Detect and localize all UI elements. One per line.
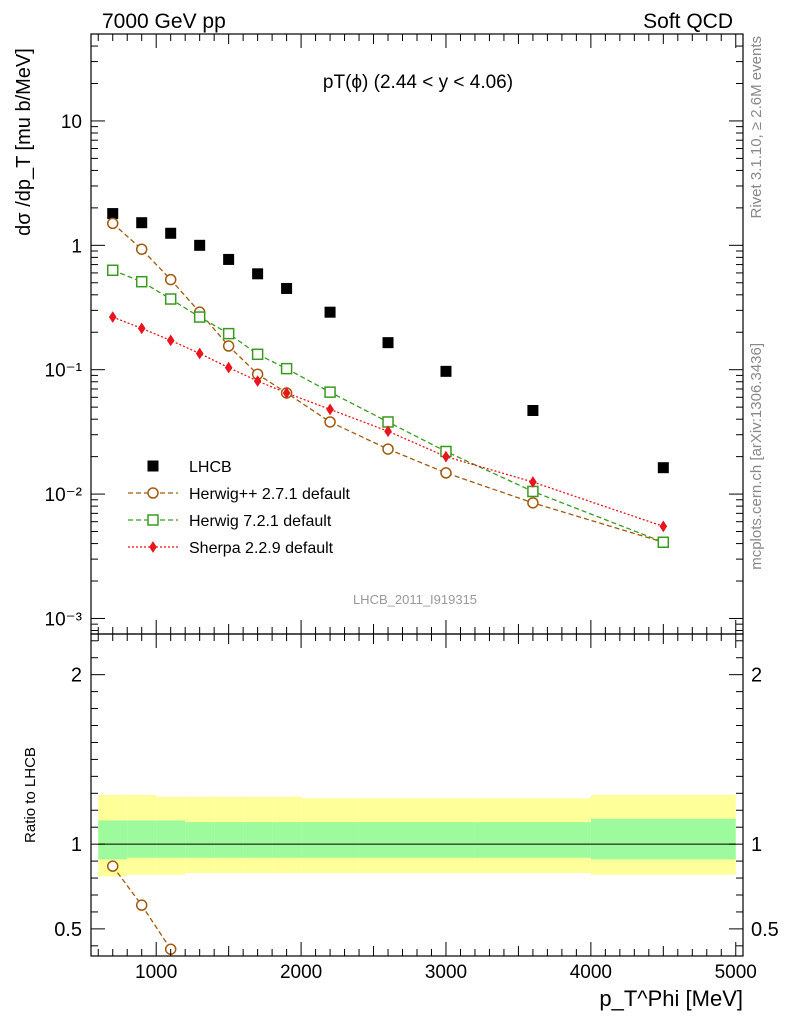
series-0-point [657,462,669,474]
legend-label: Herwig 7.2.1 default [189,513,332,530]
legend-marker [149,541,157,553]
series-2-point [527,485,539,498]
ratio-inner-band [359,822,417,858]
x-tick-label: 1000 [135,962,177,983]
series-3-point [166,334,175,347]
series-3-point [108,311,117,323]
ratio-inner-band [214,822,244,858]
series-0-point [136,217,148,229]
ratio-y-tick-label-right: 2 [751,665,762,687]
x-tick-label: 5000 [715,962,757,983]
ratio-series-0-point [135,899,148,911]
legend-marker [147,487,159,499]
series-0-point [165,227,177,239]
series-0-point [194,239,206,251]
ratio-y-tick-label-right: 0.5 [751,919,779,941]
series-0-point [281,282,293,294]
main-y-tick-label: 10⁻¹ [45,361,83,382]
series-1-point [324,416,336,428]
series-2-point [280,362,293,375]
main-y-axis-label: dσ /dp_T [mu b/MeV] [13,48,35,236]
series-2-point [222,327,235,340]
series-2-point [193,311,206,323]
x-tick-label: 2000 [280,962,322,983]
series-3-point [137,322,146,335]
series-3-point [253,375,262,387]
series-3-point [195,347,204,360]
ratio-y-tick-label-right: 1 [751,834,762,856]
ratio-panel: 0.5 0.5 1 1 2 2 1000 2000 3000 4000 5000 Ratio to … [22,633,779,1011]
main-y-tick-label: 10 [61,112,82,133]
ratio-inner-band [98,820,128,860]
legend-label: Sherpa 2.2.9 default [189,540,334,557]
series-1-point [135,243,148,255]
series-0-point [440,365,452,377]
series-1-point [222,340,235,352]
ratio-inner-band [185,822,215,858]
ratio-inner-band [474,822,591,858]
series-2-point [251,348,264,361]
series-0-point [527,404,539,416]
series-0-point [223,253,235,265]
main-y-tick-label: 1 [71,236,82,257]
mcplots-label: mcplots.cern.ch [arXiv:1306.3436] [748,343,765,570]
ratio-y-tick-label-left: 2 [71,665,82,687]
ratio-inner-band [417,822,475,858]
series-0-point [107,208,119,220]
ratio-inner-band [301,822,360,858]
series-1-point [440,467,452,479]
legend-marker [147,460,159,472]
header-right: Soft QCD [643,10,733,33]
series-3-point [384,425,392,438]
ratio-inner-band [156,820,186,858]
rivet-label: Rivet 3.1.10, ≥ 2.6M events [748,36,765,219]
ratio-series-0-point [106,860,119,872]
ratio-inner-band [127,820,157,858]
series-0-point [382,337,394,349]
series-3-point [659,520,668,533]
main-title: pT(ϕ) (2.44 < y < 4.06) [323,72,513,93]
series-3-point [224,361,233,374]
x-tick-label: 3000 [425,962,467,983]
ratio-y-tick-label-left: 1 [71,834,82,856]
ratio-inner-band [272,822,302,858]
legend-label: Herwig++ 2.7.1 default [189,486,351,503]
ratio-inner-band [243,822,273,858]
series-2-point [657,536,670,548]
series-0-point [324,306,336,318]
main-y-tick-label: 10⁻³ [45,609,83,630]
series-1-point [382,443,394,455]
x-tick-label: 4000 [570,962,612,983]
legend: LHCB Herwig++ 2.7.1 default Herwig 7.2.1 d… [128,459,351,557]
series-3-line [112,316,664,527]
series-2-point [164,293,177,305]
series-3-point [442,450,450,463]
legend-label: LHCB [189,459,232,476]
series-2-point [106,264,119,277]
series-1-line [112,222,664,543]
series-2-point [324,386,336,398]
series-0-point [252,268,264,280]
header-left: 7000 GeV pp [102,10,226,33]
series-3-point [529,476,537,488]
ratio-inner-band [590,818,736,860]
ratio-y-tick-label-left: 0.5 [54,919,82,941]
series-1-point [164,273,177,286]
watermark: LHCB_2011_I919315 [353,592,477,607]
series-3-point [282,387,291,399]
main-y-tick-label: 10⁻² [45,485,83,506]
x-axis-label: p_T^Phi [MeV] [599,986,743,1011]
series-3-point [326,403,334,416]
series-2-point [135,275,148,288]
series-1-point [527,497,539,509]
ratio-y-axis-label: Ratio to LHCB [22,747,39,843]
legend-marker [147,514,159,526]
series-1-point [106,217,119,230]
